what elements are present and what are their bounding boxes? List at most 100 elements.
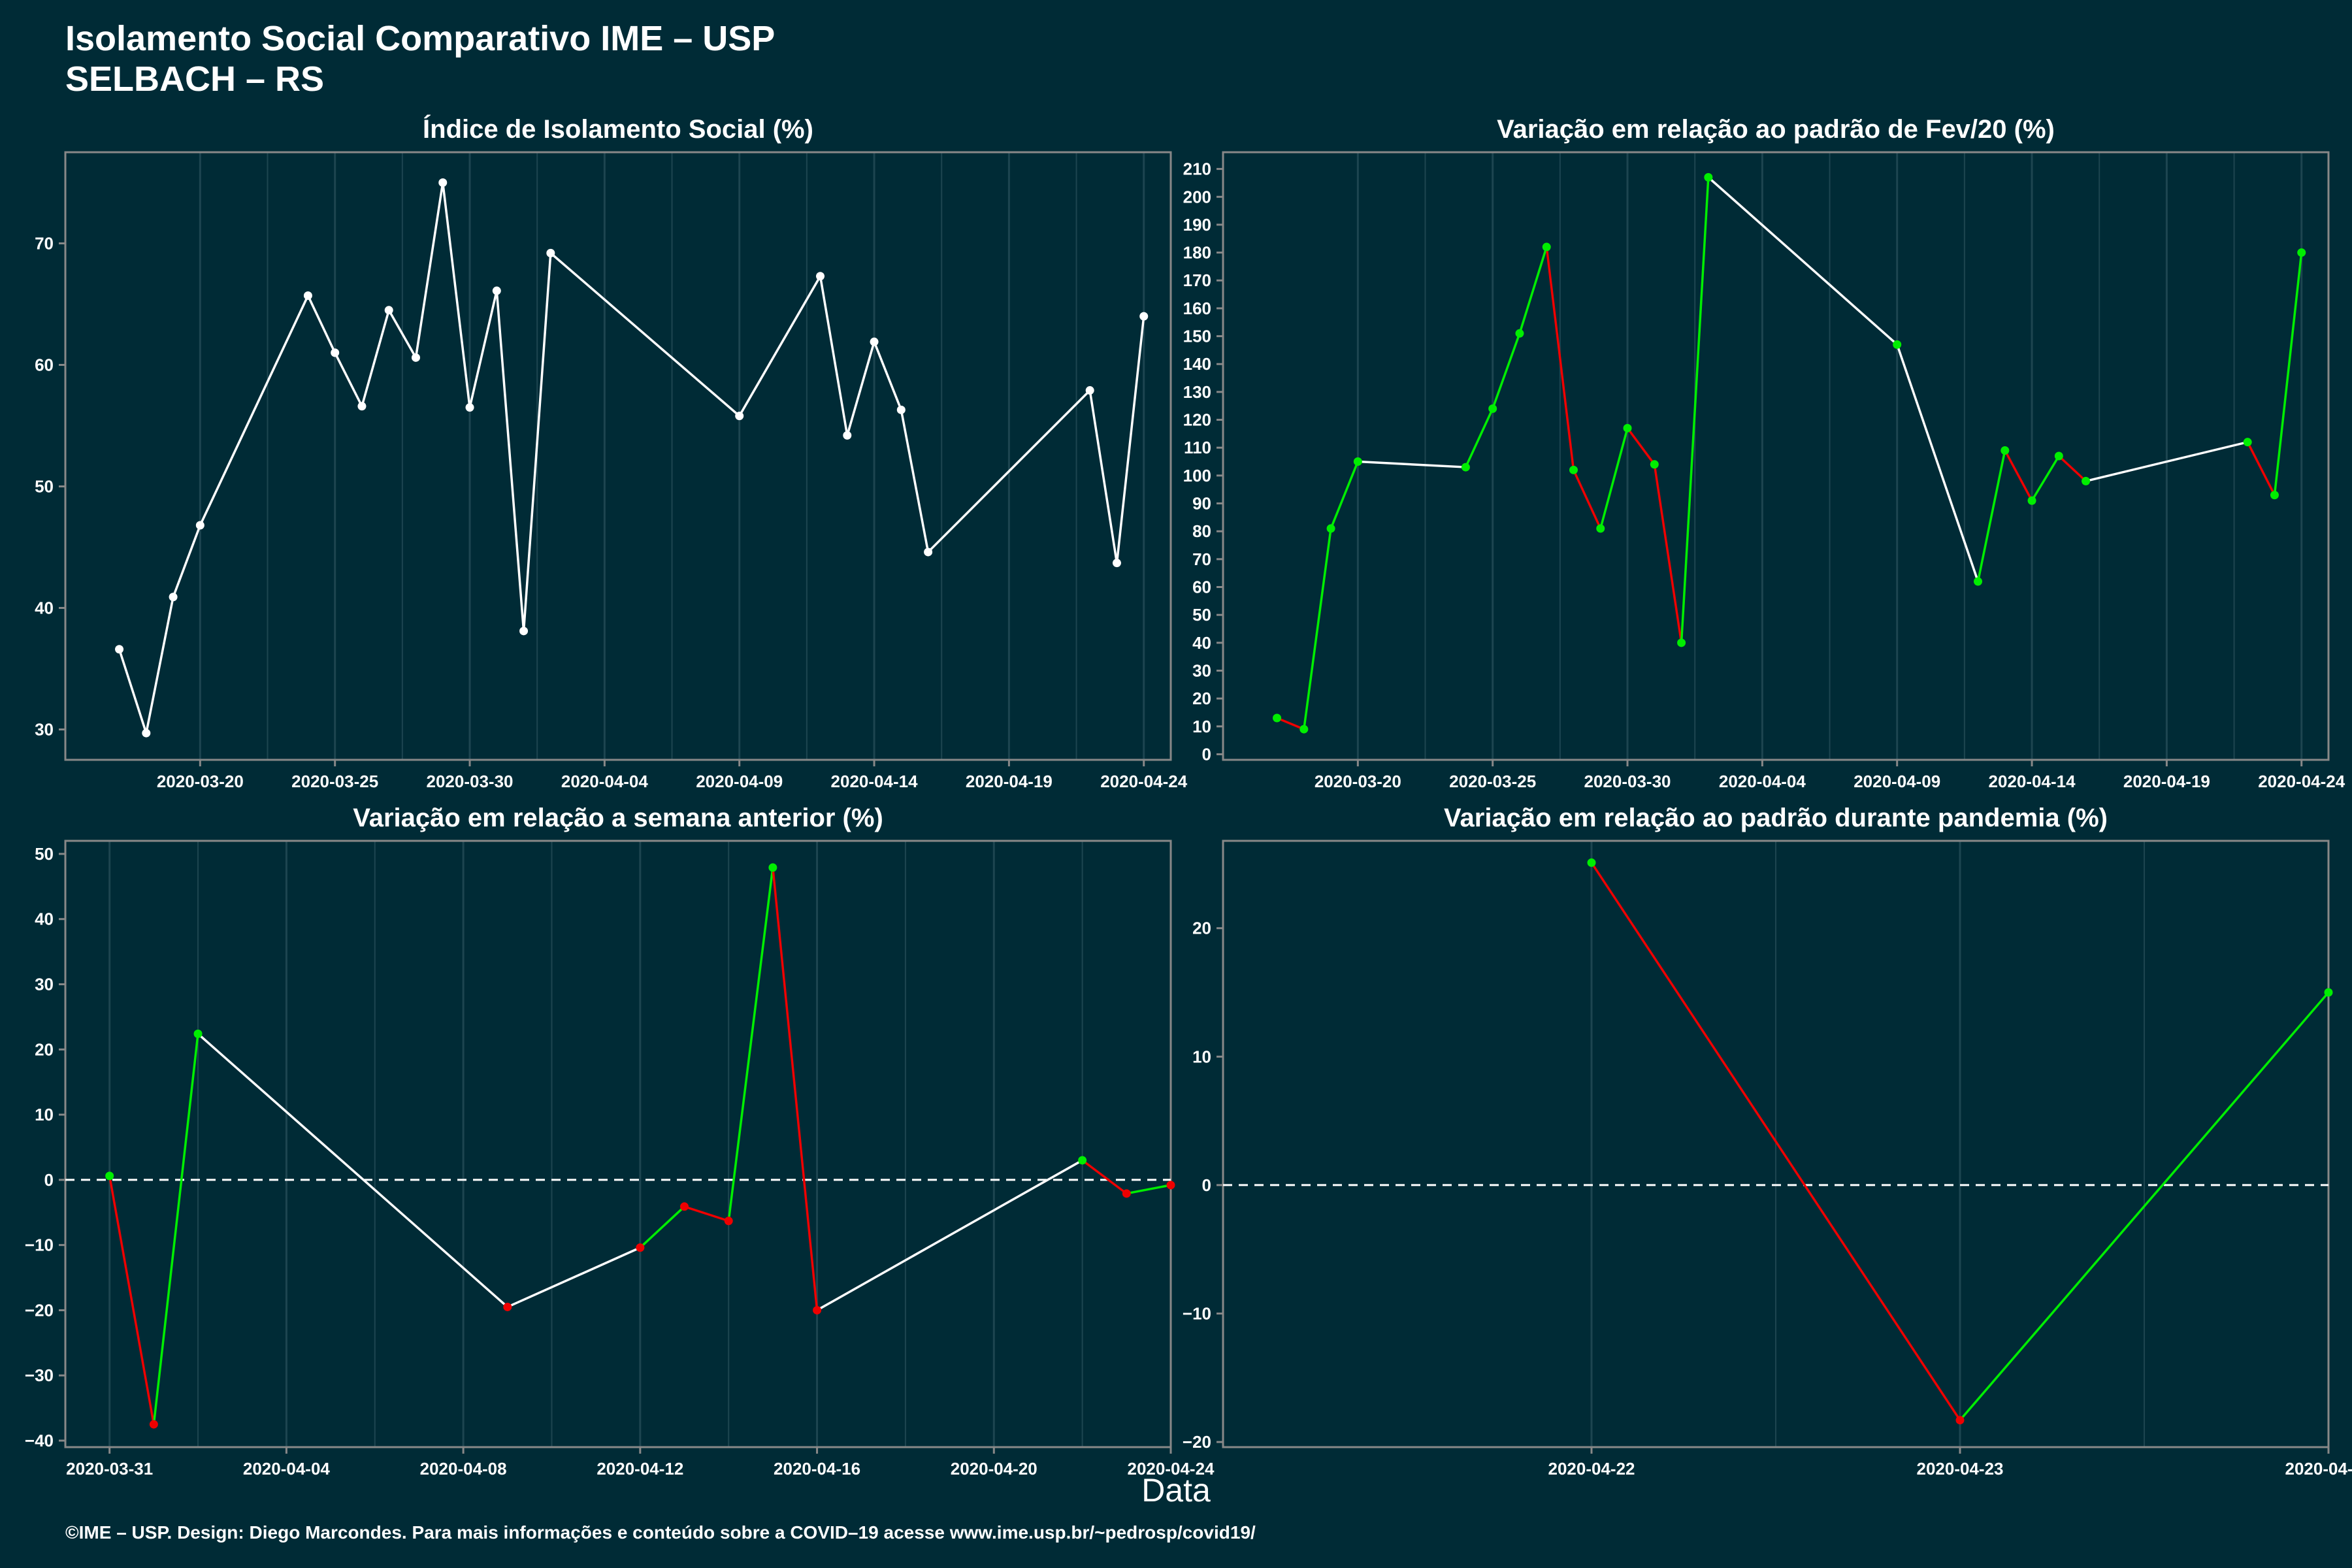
series-segment <box>387 309 417 359</box>
data-point <box>105 1171 114 1181</box>
data-point <box>1488 404 1497 413</box>
y-tick-label: 30 <box>1192 661 1211 680</box>
x-tick-label: 2020-04-14 <box>831 772 919 791</box>
x-tick-label: 2020-04-19 <box>2123 772 2210 791</box>
series-segment <box>1115 316 1145 563</box>
x-tick-label: 2020-04-24 <box>1100 772 1188 791</box>
series-segment <box>2246 441 2276 496</box>
data-point <box>193 1029 203 1038</box>
data-point <box>115 645 124 654</box>
data-point <box>813 1305 822 1315</box>
series-segment <box>816 1159 1083 1311</box>
data-point <box>1587 858 1596 867</box>
data-point <box>1139 312 1149 321</box>
series-segment <box>1518 246 1548 334</box>
y-tick-label: 30 <box>35 975 54 994</box>
series-segment <box>1572 469 1602 529</box>
series-segment <box>1330 461 1359 529</box>
data-point <box>1273 713 1282 723</box>
series-segment <box>1358 460 1466 468</box>
series-segment <box>468 290 498 408</box>
series-segment <box>1088 390 1119 563</box>
data-point <box>1893 340 1902 349</box>
series-segment <box>2058 455 2087 482</box>
data-point <box>636 1243 645 1252</box>
panel-4: 2020-04-22 2020-04-23 2020-04-24 −20 −10 0 10 2… <box>1183 840 2352 1478</box>
series-segment <box>108 1175 155 1425</box>
data-point <box>1542 242 1551 252</box>
x-tick-label: 2020-04-04 <box>561 772 649 791</box>
series-segment <box>1680 177 1710 643</box>
x-tick-label: 2020-04-12 <box>596 1459 683 1478</box>
y-tick-label: 10 <box>1192 1047 1211 1066</box>
panel-border <box>64 151 1172 761</box>
x-tick-label: 2020-03-25 <box>1449 772 1536 791</box>
panel-border <box>1222 151 2330 761</box>
panel-3: 2020-03-31 2020-04-04 2020-04-08 2020-04-12… <box>25 840 1215 1478</box>
data-point <box>1623 423 1632 433</box>
series-segment <box>549 252 740 417</box>
y-tick-label: 60 <box>35 355 54 375</box>
x-tick-label: 2020-04-09 <box>1854 772 1940 791</box>
y-tick-label: −10 <box>25 1235 54 1255</box>
y-tick-label: 20 <box>1192 919 1211 938</box>
series-segment <box>1276 717 1305 730</box>
data-point <box>1596 524 1605 533</box>
series-segment <box>199 295 309 526</box>
series-segment <box>172 525 201 598</box>
series-segment <box>306 295 336 353</box>
data-point <box>195 521 204 530</box>
series-segment <box>118 649 148 734</box>
y-tick-label: 210 <box>1183 159 1211 179</box>
series-segment <box>361 310 390 407</box>
data-point <box>1677 638 1686 647</box>
series-segment <box>1599 427 1629 529</box>
data-point <box>519 627 529 636</box>
series-segment <box>334 352 363 407</box>
series-segment <box>846 341 875 436</box>
y-tick-label: 70 <box>35 234 54 253</box>
series-segment <box>1976 450 2006 582</box>
data-point <box>1112 559 1121 568</box>
series-segment <box>522 253 552 631</box>
data-point <box>724 1217 733 1226</box>
x-tick-label: 2020-04-04 <box>1719 772 1806 791</box>
x-tick-label: 2020-04-09 <box>696 772 783 791</box>
y-tick-label: 0 <box>44 1170 54 1190</box>
x-tick-label: 2020-04-19 <box>966 772 1053 791</box>
y-tick-label: 40 <box>35 598 54 618</box>
data-point <box>680 1202 689 1211</box>
y-tick-label: 50 <box>35 844 54 864</box>
y-tick-label: 200 <box>1183 187 1211 206</box>
x-tick-label: 2020-04-24 <box>2285 1459 2352 1478</box>
panel-1: 2020-03-20 2020-03-25 2020-03-30 2020-04-04… <box>35 151 1188 791</box>
data-point <box>438 178 448 187</box>
series-segment <box>1126 1184 1171 1195</box>
series-segment <box>1896 344 1980 582</box>
panel-title-4: Variação em relação ao padrão durante pa… <box>1444 804 2108 832</box>
y-tick-label: 160 <box>1183 299 1211 318</box>
data-point <box>1299 725 1309 734</box>
series-segment <box>772 867 819 1311</box>
series-segment <box>639 1205 685 1249</box>
data-point <box>492 286 501 295</box>
y-tick-label: 120 <box>1183 410 1211 430</box>
series-segment <box>1653 464 1683 644</box>
data-point <box>870 337 879 346</box>
chart-title-line1: Isolamento Social Comparativo IME – USP <box>65 19 776 58</box>
x-tick-label: 2020-03-20 <box>1315 772 1401 791</box>
x-tick-label: 2020-03-25 <box>291 772 378 791</box>
y-tick-label: 180 <box>1183 243 1211 263</box>
data-point <box>303 291 312 300</box>
y-tick-label: 10 <box>1192 717 1211 736</box>
footer-credits: ©IME – USP. Design: Diego Marcondes. Par… <box>65 1522 1256 1543</box>
x-axis-title: Data <box>1141 1472 1211 1509</box>
data-point <box>1515 329 1524 338</box>
data-point <box>142 728 151 738</box>
x-tick-label: 2020-04-16 <box>774 1459 860 1478</box>
y-tick-label: −10 <box>1183 1304 1211 1324</box>
data-point <box>503 1302 512 1311</box>
x-tick-label: 2020-03-20 <box>157 772 244 791</box>
series-segment <box>900 409 930 553</box>
panel-title-2: Variação em relação ao padrão de Fev/20 … <box>1497 115 2055 144</box>
